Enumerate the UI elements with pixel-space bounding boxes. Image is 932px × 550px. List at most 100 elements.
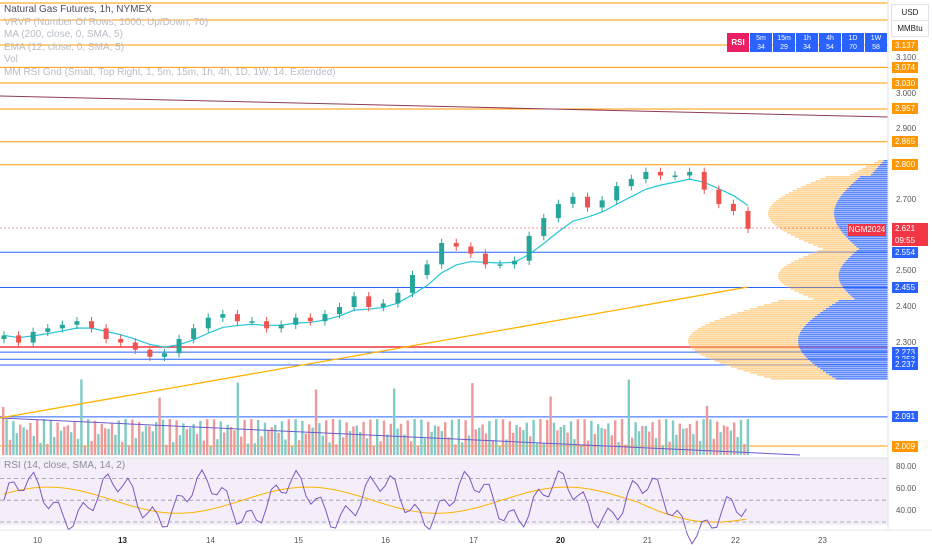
rsi-legend[interactable]: RSI (14, close, SMA, 14, 2)	[4, 460, 126, 471]
volume-bar	[699, 440, 702, 455]
vrvp-bar-up	[792, 190, 846, 192]
volume-bar	[338, 419, 341, 455]
vrvp-bar-down	[799, 332, 888, 334]
volume-bar	[22, 427, 25, 455]
vrvp-bar-up	[799, 238, 848, 240]
volume-bar	[365, 438, 369, 455]
vrvp-bar-down	[853, 182, 888, 184]
volume-bar	[576, 419, 579, 455]
candle	[132, 342, 138, 350]
vrvp-bar-up	[778, 300, 839, 302]
currency-label[interactable]: USD	[901, 8, 919, 17]
volume-bar	[318, 423, 321, 455]
volume-bar	[308, 424, 311, 455]
candle	[570, 196, 576, 204]
vrvp-bar-down	[835, 378, 888, 380]
vrvp-bar-up	[794, 290, 846, 292]
rsi-pane	[0, 468, 888, 545]
volume-bar	[736, 436, 739, 455]
volume-bar	[406, 420, 409, 455]
vrvp-bar-up	[688, 342, 799, 344]
volume-bar	[335, 444, 338, 455]
vrvp-bar-down	[803, 354, 888, 356]
vrvp-bar-down	[849, 256, 888, 258]
volume-bar	[90, 440, 93, 455]
volume-bar	[685, 428, 688, 455]
indicator-vol[interactable]: Vol	[4, 54, 18, 65]
candle	[657, 171, 663, 176]
volume-bar	[185, 429, 188, 455]
moving-averages	[0, 178, 749, 419]
vrvp-bar-down	[845, 190, 888, 192]
vrvp-bar-up	[719, 318, 813, 320]
volume-bar	[518, 427, 522, 455]
vrvp-bar-up	[818, 250, 857, 252]
vrvp-bar-down	[854, 252, 888, 254]
candle	[1, 335, 7, 339]
vrvp-bar-down	[852, 296, 888, 298]
vrvp-bar-down	[840, 282, 888, 284]
vrvp-bar-up	[768, 216, 835, 218]
vrvp-bar-down	[838, 272, 888, 274]
volume-bar	[416, 445, 420, 455]
vrvp-bar-up	[803, 256, 850, 258]
vrvp-bar-down	[834, 216, 888, 218]
vrvp-bar-down	[820, 312, 888, 314]
indicator-ema[interactable]: EMA (12, close, 0, SMA, 5)	[4, 41, 125, 53]
price-level-label: 2.455	[892, 281, 919, 293]
indicator-vrvp[interactable]: VRVP (Number Of Rows, 1000, Up/Down, 70)	[4, 16, 209, 28]
volume-bar	[532, 419, 535, 455]
vrvp-bar-up	[783, 230, 841, 232]
volume-bar	[32, 435, 35, 455]
vrvp-bar-up	[756, 306, 830, 308]
candle	[745, 211, 751, 229]
candle	[628, 179, 634, 187]
price-tick: 2.400	[896, 302, 917, 311]
candle	[672, 175, 678, 177]
vrvp-bar-down	[874, 170, 888, 172]
volume-bar	[189, 427, 192, 455]
vrvp-bar-down	[814, 316, 888, 318]
volume-bar	[97, 434, 100, 455]
volume-bar	[614, 420, 617, 455]
vrvp-bar-up	[697, 328, 803, 330]
volume-bar	[144, 425, 148, 455]
vrvp-bar-up	[778, 278, 839, 280]
candle	[482, 253, 488, 265]
volume-bar	[505, 439, 508, 455]
volume-bar	[586, 440, 590, 455]
vrvp-bar-up	[798, 258, 848, 260]
volume-bar	[155, 422, 158, 455]
volume-bar	[19, 424, 22, 455]
vrvp-bar-up	[825, 176, 860, 178]
volume-bar	[610, 435, 613, 455]
price-level-label: 2.091	[892, 411, 919, 423]
symbol-title[interactable]: Natural Gas Futures, 1h, NYMEX	[4, 4, 152, 15]
price-level-label: 2.237	[892, 359, 919, 371]
vrvp-bar-up	[810, 182, 854, 184]
unit-selector[interactable]: USD MMBtu	[891, 4, 929, 37]
vrvp-bar-up	[820, 178, 858, 180]
vrvp-bar-down	[843, 192, 888, 194]
indicator-ma[interactable]: MA (200, close, 0, SMA, 5)	[4, 29, 123, 40]
vrvp-bar-up	[854, 172, 873, 174]
volume-bar	[648, 431, 651, 455]
vrvp-bar-up	[750, 372, 826, 374]
vrvp-bar-down	[834, 218, 888, 220]
candle	[74, 321, 80, 325]
volume-bar	[29, 422, 32, 455]
indicator-mm-rsi[interactable]: MM RSI Gnd (Small, Top Right, 1, 5m, 15m…	[4, 66, 336, 78]
volume-bar	[600, 427, 603, 455]
volume-bar	[12, 421, 15, 455]
vrvp-bar-up	[773, 202, 837, 204]
vrvp-bar-down	[842, 264, 888, 266]
volume-bar	[342, 437, 345, 455]
candle	[220, 314, 226, 318]
unit-label[interactable]: MMBtu	[892, 20, 928, 36]
vrvp-bar-up	[790, 288, 845, 290]
date-label: 22	[731, 536, 740, 545]
vrvp-bar-up	[781, 196, 841, 198]
volume-bar	[76, 438, 80, 455]
